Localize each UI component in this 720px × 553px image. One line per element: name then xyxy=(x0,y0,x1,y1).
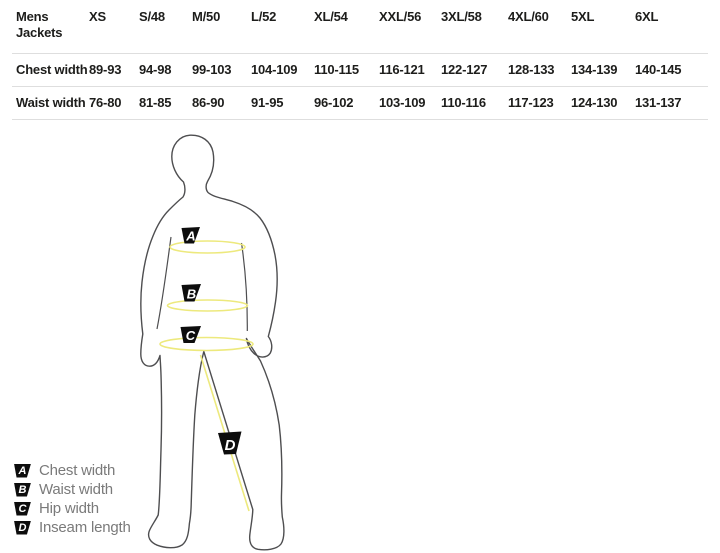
table-header-cell: L/52 xyxy=(251,0,314,54)
table-cell: 76-80 xyxy=(89,86,139,120)
table-header-row: Mens Jackets XS S/48 M/50 L/52 XL/54 XXL… xyxy=(12,0,708,54)
table-cell: 124-130 xyxy=(571,86,635,120)
table-row-chest-width: Chest width 89-93 94-98 99-103 104-109 1… xyxy=(12,53,708,87)
table-cell: 117-123 xyxy=(508,86,571,120)
table-cell: 96-102 xyxy=(314,86,379,120)
table-header-cell: XS xyxy=(89,0,139,54)
marker-letter: C xyxy=(186,328,196,343)
legend-item-inseam: D Inseam length xyxy=(14,520,131,535)
legend-badge-d: D xyxy=(14,520,31,535)
table-cell: 81-85 xyxy=(139,86,192,120)
table-header-cell: 3XL/58 xyxy=(441,0,508,54)
table-header-cell: M/50 xyxy=(192,0,251,54)
marker-letter: B xyxy=(187,287,196,302)
row-label: Chest width xyxy=(12,53,89,87)
legend-badge-c: C xyxy=(14,501,31,516)
legend-item-hip: C Hip width xyxy=(14,501,131,516)
table-cell: 103-109 xyxy=(379,86,441,120)
size-chart-table: Mens Jackets XS S/48 M/50 L/52 XL/54 XXL… xyxy=(12,0,708,120)
table-cell: 128-133 xyxy=(508,53,571,87)
marker-badge-b: B xyxy=(181,284,201,302)
table-header-cell: S/48 xyxy=(139,0,192,54)
legend-label: Inseam length xyxy=(39,519,131,536)
marker-badge-a: A xyxy=(181,227,200,244)
right-arm-inner-line xyxy=(240,242,248,332)
table-cell: 131-137 xyxy=(635,86,708,120)
table-cell: 91-95 xyxy=(251,86,314,120)
marker-badge-d: D xyxy=(218,431,242,455)
measurement-legend: A Chest width B Waist width C Hip width … xyxy=(14,463,131,539)
table-cell: 122-127 xyxy=(441,53,508,87)
table-cell: 86-90 xyxy=(192,86,251,120)
marker-badge-c: C xyxy=(180,326,201,343)
table-header-cell: 5XL xyxy=(571,0,635,54)
legend-item-chest: A Chest width xyxy=(14,463,131,478)
table-cell: 89-93 xyxy=(89,53,139,87)
legend-label: Hip width xyxy=(39,500,99,517)
table-cell: 116-121 xyxy=(379,53,441,87)
legend-item-waist: B Waist width xyxy=(14,482,131,497)
waist-measure-ellipse xyxy=(166,299,249,312)
table-header-cell: 6XL xyxy=(635,0,708,54)
legend-badge-a: A xyxy=(14,463,31,478)
table-cell: 110-115 xyxy=(314,53,379,87)
legend-badge-b: B xyxy=(14,482,31,497)
body-silhouette xyxy=(140,134,285,551)
table-header-cell: XXL/56 xyxy=(379,0,441,54)
row-label: Waist width xyxy=(12,86,89,120)
hip-measure-ellipse xyxy=(159,336,254,352)
table-cell: 99-103 xyxy=(192,53,251,87)
table-cell: 104-109 xyxy=(251,53,314,87)
body-measurement-diagram: A B C D xyxy=(0,130,720,553)
table-header-cell: 4XL/60 xyxy=(508,0,571,54)
table-header-cell: XL/54 xyxy=(314,0,379,54)
chest-measure-ellipse xyxy=(169,240,246,254)
legend-label: Chest width xyxy=(39,462,116,479)
table-cell: 110-116 xyxy=(441,86,508,120)
table-cell: 134-139 xyxy=(571,53,635,87)
legend-label: Waist width xyxy=(39,481,113,498)
table-header-cell: Mens Jackets xyxy=(12,0,89,54)
table-cell: 94-98 xyxy=(139,53,192,87)
marker-letter: D xyxy=(225,437,236,454)
marker-letter: A xyxy=(185,229,195,244)
table-row-waist-width: Waist width 76-80 81-85 86-90 91-95 96-1… xyxy=(12,86,708,120)
table-cell: 140-145 xyxy=(635,53,708,87)
